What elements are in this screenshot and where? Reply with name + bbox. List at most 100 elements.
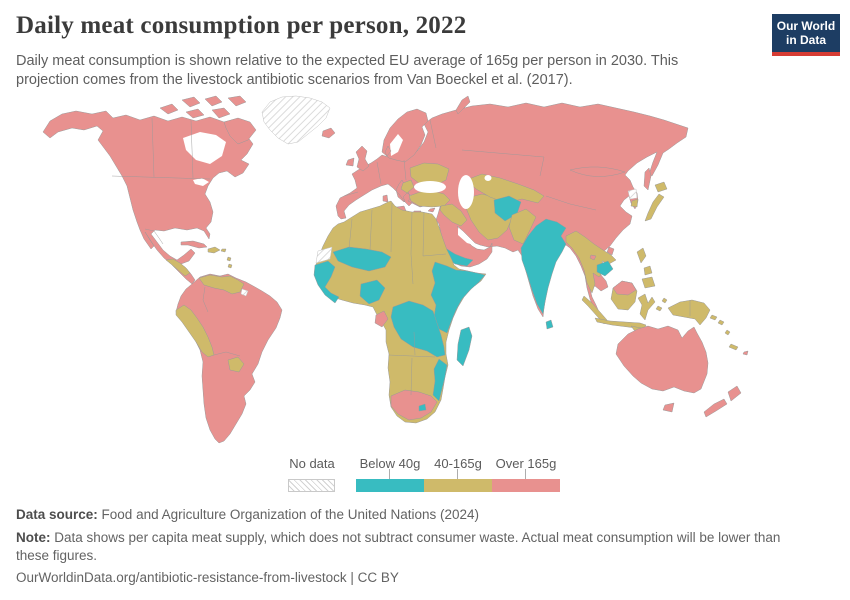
region-sakhalin[interactable] [643,167,652,191]
region-japan[interactable] [654,181,668,193]
country-borders-africa [348,202,447,396]
region-solomons[interactable] [709,314,718,321]
region-ireland[interactable] [345,157,355,167]
region-baffin-island[interactable] [223,117,257,145]
region-novaya-zemlya[interactable] [455,95,471,115]
region-philippines[interactable] [636,247,647,264]
region-mali-niger[interactable] [332,246,392,272]
region-solomons[interactable] [717,319,725,326]
region-south-america[interactable] [175,273,283,444]
region-sardinia[interactable] [382,194,389,203]
region-greenland[interactable] [261,95,331,145]
page-title: Daily meat consumption per person, 2022 [16,12,467,39]
legend-tick [457,469,458,479]
region-india[interactable] [520,218,567,315]
region-madagascar[interactable] [456,326,473,367]
region-arctic-islands[interactable] [159,103,179,115]
note-label: Note: [16,529,51,545]
region-west-africa-coast[interactable] [313,260,340,304]
region-suriname[interactable] [240,288,249,297]
region-central-america[interactable] [165,258,191,277]
owid-logo[interactable]: Our World in Data [772,14,840,56]
owid-logo-line1: Our World [776,19,836,33]
legend-no-data-label[interactable]: No data [289,456,335,471]
region-denmark[interactable] [384,145,392,157]
region-hainan[interactable] [589,254,597,261]
region-arctic-islands[interactable] [227,95,247,107]
chart-footer: Data source: Food and Agriculture Organi… [16,506,802,591]
region-gabon[interactable] [374,310,389,328]
legend-label-40-165g[interactable]: 40-165g [434,456,482,471]
great-lakes [193,178,209,186]
black-sea [414,181,446,193]
legend-no-data-swatch[interactable] [288,479,335,492]
hudson-bay [183,132,226,164]
region-north-korea[interactable] [627,188,638,200]
region-philippines[interactable] [643,265,653,276]
region-vanuatu[interactable] [724,329,731,336]
region-new-zealand-north[interactable] [727,385,742,402]
region-central-asia[interactable] [465,173,545,204]
data-source-label: Data source: [16,507,98,522]
region-lesser-antilles[interactable] [226,256,232,262]
region-mozambique[interactable] [432,358,448,402]
country-borders-eurasia [343,119,626,211]
region-cambodia[interactable] [596,260,614,277]
region-australia[interactable] [615,325,709,394]
region-middle-east[interactable] [439,203,468,227]
region-east-africa[interactable] [430,261,486,334]
region-arctic-islands[interactable] [181,96,201,108]
region-japan[interactable] [644,193,665,222]
region-south-korea[interactable] [630,198,639,208]
region-arctic-islands[interactable] [204,95,223,107]
region-lesser-antilles[interactable] [227,263,233,269]
legend-tick [525,469,526,479]
region-united-kingdom[interactable] [355,145,370,172]
legend-tick [389,469,390,479]
region-western-sahara[interactable] [315,246,333,264]
region-new-guinea[interactable] [667,299,711,326]
region-tasmania[interactable] [662,402,675,413]
legend-swatch-40-165g[interactable] [424,479,492,492]
region-philippines[interactable] [641,276,656,289]
region-sumatra[interactable] [581,295,608,325]
region-paraguay[interactable] [227,356,245,373]
owid-url-link[interactable]: OurWorldinData.org/antibiotic-resistance… [16,569,347,585]
note-text: Data shows per capita meat supply, which… [16,529,781,563]
region-malaysia-borneo[interactable] [612,280,637,296]
legend-swatch-below-40g[interactable] [356,479,424,492]
legend-label-over-165g[interactable]: Over 165g [495,456,557,471]
region-cuba[interactable] [180,240,208,249]
aral-sea [484,175,492,181]
region-moluccas[interactable] [661,297,668,304]
region-ukraine[interactable] [409,162,450,187]
region-balkans[interactable] [400,179,415,194]
region-sri-lanka[interactable] [545,319,554,330]
region-lesotho[interactable] [418,403,427,412]
data-source-text: Food and Agriculture Organization of the… [101,507,480,522]
region-new-caledonia[interactable] [728,343,739,351]
region-fiji[interactable] [742,350,749,356]
region-new-zealand-south[interactable] [703,398,728,418]
persian-gulf [458,228,474,245]
region-arctic-islands[interactable] [185,108,205,119]
region-taiwan[interactable] [606,246,615,256]
region-iceland[interactable] [321,127,336,139]
region-moluccas[interactable] [655,305,663,312]
region-north-america[interactable] [42,110,254,285]
region-pakistan[interactable] [508,208,537,245]
region-hispaniola[interactable] [207,246,221,254]
region-drc[interactable] [390,300,446,358]
legend-swatch-over-165g[interactable] [492,479,560,492]
region-puerto-rico[interactable] [220,248,227,253]
region-arctic-islands[interactable] [211,107,231,119]
region-nigeria[interactable] [359,279,386,305]
region-cyprus[interactable] [427,207,436,213]
country-borders-sa [202,286,241,357]
region-south-africa[interactable] [390,389,438,421]
region-sulawesi[interactable] [637,293,656,321]
region-venezuela-guyana[interactable] [198,274,245,295]
license-label: CC BY [357,569,399,585]
world-map[interactable] [0,95,850,455]
legend-label-below-40g[interactable]: Below 40g [359,456,421,471]
